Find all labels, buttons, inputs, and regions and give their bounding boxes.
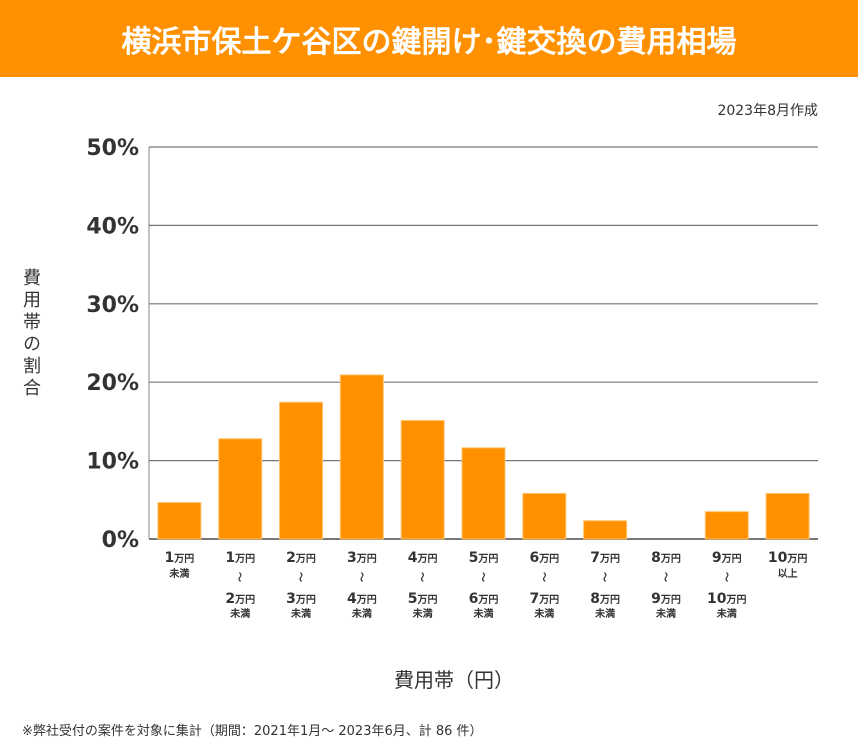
y-tick-label: 40% xyxy=(86,214,139,239)
x-tick-suffix: 未満 xyxy=(594,607,615,620)
x-tick-text: 10万円 xyxy=(768,550,807,566)
bar xyxy=(157,502,202,540)
x-tick-tilde: ～ xyxy=(659,572,670,582)
x-tick-text: 8万円 xyxy=(651,550,681,566)
x-tick-suffix: 未満 xyxy=(290,607,311,620)
x-tick-text: 9万円 xyxy=(651,591,681,607)
x-tick-text: 4万円 xyxy=(408,550,438,566)
x-axis-label: 費用帯（円） xyxy=(394,668,514,692)
y-tick-label: 10% xyxy=(86,450,139,475)
x-tick-text: 7万円 xyxy=(590,550,620,566)
bar xyxy=(765,492,810,540)
created-date: 2023年8月作成 xyxy=(717,103,818,119)
x-tick-text: 5万円 xyxy=(469,550,499,566)
x-tick-text: 6万円 xyxy=(529,550,559,566)
bar xyxy=(461,447,506,540)
x-tick-text: 3万円 xyxy=(347,550,377,566)
x-tick-text: 6万円 xyxy=(469,591,499,607)
x-tick-suffix: 未満 xyxy=(473,607,494,620)
bar xyxy=(218,438,263,540)
y-axis-label: 費用帯の割合 xyxy=(20,268,41,400)
x-tick-text: 1万円 xyxy=(165,550,195,566)
x-tick-text: 1万円 xyxy=(225,550,255,566)
x-tick-text: 10万円 xyxy=(707,591,746,607)
x-tick-tilde: ～ xyxy=(537,572,548,582)
bar xyxy=(522,492,567,540)
x-tick-text: 5万円 xyxy=(408,591,438,607)
x-tick-text: 7万円 xyxy=(529,591,559,607)
x-tick-tilde: ～ xyxy=(416,572,427,582)
x-tick-tilde: ～ xyxy=(355,572,366,582)
x-tick-tilde: ～ xyxy=(720,572,731,582)
x-tick-suffix: 以上 xyxy=(778,567,798,580)
y-tick-label: 0% xyxy=(102,528,139,553)
bar xyxy=(339,374,384,540)
y-tick-label: 30% xyxy=(86,293,139,318)
x-tick-suffix: 未満 xyxy=(412,607,433,620)
y-tick-label: 50% xyxy=(86,136,139,161)
x-tick-suffix: 未満 xyxy=(533,607,554,620)
chart-title: 横浜市保土ケ谷区の鍵開け･鍵交換の費用相場 xyxy=(121,24,737,60)
x-tick-suffix: 未満 xyxy=(655,607,676,620)
x-tick-text: 9万円 xyxy=(712,550,742,566)
footnote: ※弊社受付の案件を対象に集計（期間：2021年1月～ 2023年6月、計 86 … xyxy=(22,724,483,739)
x-tick-tilde: ～ xyxy=(233,572,244,582)
x-tick-suffix: 未満 xyxy=(168,567,189,580)
bar xyxy=(704,511,749,540)
x-tick-suffix: 未満 xyxy=(716,607,737,620)
x-tick-suffix: 未満 xyxy=(351,607,372,620)
bar xyxy=(583,520,628,540)
x-tick-text: 8万円 xyxy=(590,591,620,607)
x-tick-tilde: ～ xyxy=(294,572,305,582)
bar xyxy=(400,419,445,540)
x-tick-text: 2万円 xyxy=(286,550,316,566)
x-tick-text: 3万円 xyxy=(286,591,316,607)
x-tick-text: 2万円 xyxy=(225,591,255,607)
x-tick-tilde: ～ xyxy=(598,572,609,582)
header-banner: 横浜市保土ケ谷区の鍵開け･鍵交換の費用相場 xyxy=(0,0,858,77)
x-tick-tilde: ～ xyxy=(477,572,488,582)
bar xyxy=(279,401,324,540)
x-tick-text: 4万円 xyxy=(347,591,377,607)
y-tick-label: 20% xyxy=(86,371,139,396)
x-tick-suffix: 未満 xyxy=(229,607,250,620)
